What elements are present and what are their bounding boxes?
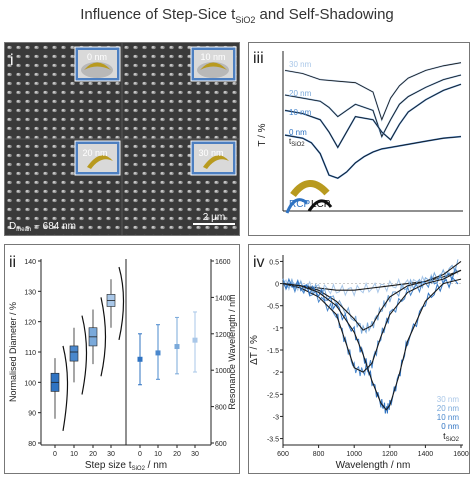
panel-iv-label: iv	[253, 254, 265, 271]
sem-image: i 0 nm 10 nm 20 nm 30 nm Dmean ~	[5, 43, 239, 235]
delta-t-xtick-label: 1600	[453, 451, 469, 458]
res-point-30nm	[192, 337, 198, 343]
panel-transmission: iii T / % 30 nm 20 nm 10 nm 0 nm tSiO2 R…	[248, 42, 470, 236]
delta-t-ytick-label: -3	[273, 414, 279, 421]
trans-fit-10nm	[284, 83, 462, 149]
res-point-10nm	[155, 350, 161, 356]
delta-t-xtick-label: 600	[277, 451, 289, 458]
legend-10nm: 10 nm	[437, 413, 460, 422]
delta-t-ytick-label: -2	[273, 370, 279, 377]
trans-fit-30nm	[284, 62, 462, 121]
rcp-label: RCP	[289, 199, 310, 210]
delta-t-ytick-label: -1.5	[267, 348, 279, 355]
panel-sem-image: i 0 nm 10 nm 20 nm 30 nm Dmean ~	[4, 42, 240, 236]
delta-t-series-10nm	[282, 268, 459, 377]
diameter-ytick-left-label: 130	[24, 289, 36, 296]
polarization-inset: RCP LCP	[285, 180, 333, 214]
diameter-x-label: Step size tSiO2 / nm	[85, 460, 167, 472]
trans-series-0nm	[284, 134, 462, 180]
inset-10nm: 10 nm	[190, 46, 237, 82]
diameter-ytick-left-label: 120	[24, 320, 36, 327]
diameter-ytick-right-label: 800	[215, 405, 227, 412]
diameter-ytick-right-label: 1000	[215, 368, 231, 375]
trans-fit-20nm	[284, 74, 462, 138]
delta-t-fit-0nm	[282, 278, 462, 411]
transmission-y-label: T / %	[257, 123, 268, 146]
inset-30nm: 30 nm	[190, 140, 237, 176]
lcp-label: LCP	[311, 199, 331, 210]
diameter-xtick-label: 20	[173, 451, 181, 458]
delta-t-xtick-label: 1000	[346, 451, 362, 458]
trans-label-0nm: 0 nm	[289, 128, 307, 137]
mean-diameter-label: Dmean ~ 684 nm	[9, 221, 76, 233]
diameter-xtick-label: 10	[70, 451, 78, 458]
panel-diameter-resonance: ii 80 90 100 110 120 130 140 600 800 1000 1200 1400…	[4, 244, 240, 474]
delta-t-series-0nm	[282, 276, 459, 414]
res-point-20nm	[174, 344, 180, 350]
delta-t-ytick-label: 0.5	[269, 259, 279, 266]
diameter-ytick-left-label: 100	[24, 380, 36, 387]
delta-t-xtick-label: 800	[313, 451, 325, 458]
diameter-xtick-label: 0	[138, 451, 142, 458]
diameter-chart: ii 8090100110120130140600800100012001400…	[8, 254, 237, 472]
trans-label-30nm: 30 nm	[289, 60, 312, 69]
scale-bar-label: 2 μm	[203, 212, 225, 223]
delta-t-y-label: ΔT / %	[249, 335, 260, 365]
diameter-xtick-label: 20	[89, 451, 97, 458]
transmission-chart: iii T / % 30 nm 20 nm 10 nm 0 nm tSiO2 R…	[253, 50, 463, 214]
diameter-ytick-left-label: 110	[25, 350, 36, 357]
inset-0nm: 0 nm	[74, 46, 121, 82]
delta-t-x-label: Wavelength / nm	[336, 460, 411, 471]
delta-t-ytick-label: 0	[275, 282, 279, 289]
delta-t-legend: 30 nm 20 nm 10 nm 0 nm tSiO2	[437, 395, 460, 443]
panel-ii-label: ii	[9, 254, 16, 271]
delta-t-chart: iv 600 800 1000 1200 1400 1600 0.5 0 -0.5 -1 -1.5 -…	[249, 254, 469, 471]
inset-20nm: 20 nm	[74, 140, 121, 176]
delta-t-ytick-label: -1	[273, 326, 279, 333]
diameter-ytick-right-label: 1600	[215, 259, 231, 266]
trans-label-tsio2: tSiO2	[289, 137, 305, 148]
inset-label-0nm: 0 nm	[87, 52, 107, 62]
diameter-y-label-right: Resonance Wavelength / nm	[227, 294, 237, 409]
legend-30nm: 30 nm	[437, 395, 460, 404]
delta-t-ytick-label: -0.5	[267, 304, 279, 311]
delta-t-ytick-label: -3.5	[267, 437, 279, 444]
diameter-ytick-left-label: 140	[24, 259, 36, 266]
diameter-ytick-left-label: 80	[28, 441, 36, 448]
diameter-xtick-label: 0	[53, 451, 57, 458]
diameter-ytick-right-label: 1400	[215, 295, 231, 302]
figure-title: Influence of Step-Sice tSiO2 and Self-Sh…	[80, 6, 394, 25]
box-10nm	[69, 345, 79, 362]
trans-label-20nm: 20 nm	[289, 89, 312, 98]
inset-label-30nm: 30 nm	[198, 148, 223, 158]
diameter-ytick-left-label: 90	[28, 411, 36, 418]
diameter-xtick-label: 30	[191, 451, 199, 458]
diameter-ytick-right-label: 1200	[215, 332, 231, 339]
diameter-xtick-label: 10	[154, 451, 162, 458]
delta-t-fit-20nm	[282, 260, 462, 331]
diameter-ytick-right-label: 600	[215, 441, 227, 448]
legend-0nm: 0 nm	[441, 422, 459, 431]
delta-t-series-20nm	[282, 259, 459, 334]
res-point-0nm	[137, 356, 143, 362]
trans-label-10nm: 10 nm	[289, 108, 312, 117]
box-distribution-20nm	[100, 297, 107, 377]
panel-i-label: i	[10, 52, 14, 69]
box-distribution-30nm	[118, 266, 125, 340]
inset-label-20nm: 20 nm	[82, 148, 107, 158]
trans-fit-0nm	[284, 134, 462, 179]
diameter-xtick-label: 30	[107, 451, 115, 458]
panel-iii-label: iii	[253, 50, 264, 67]
box-distribution-0nm	[62, 345, 69, 431]
panel-delta-t: iv 600 800 1000 1200 1400 1600 0.5 0 -0.5 -1 -1.5 -…	[248, 244, 470, 474]
legend-20nm: 20 nm	[437, 404, 460, 413]
delta-t-ytick-label: -2.5	[267, 392, 279, 399]
trans-series-20nm	[284, 74, 462, 139]
diameter-y-label-left: Normalised Diameter / %	[8, 302, 18, 402]
inset-label-10nm: 10 nm	[200, 52, 225, 62]
delta-t-xtick-label: 1200	[382, 451, 398, 458]
box-distribution-10nm	[81, 315, 88, 395]
delta-t-xtick-label: 1400	[418, 451, 434, 458]
legend-tsio2: tSiO2	[443, 431, 460, 443]
